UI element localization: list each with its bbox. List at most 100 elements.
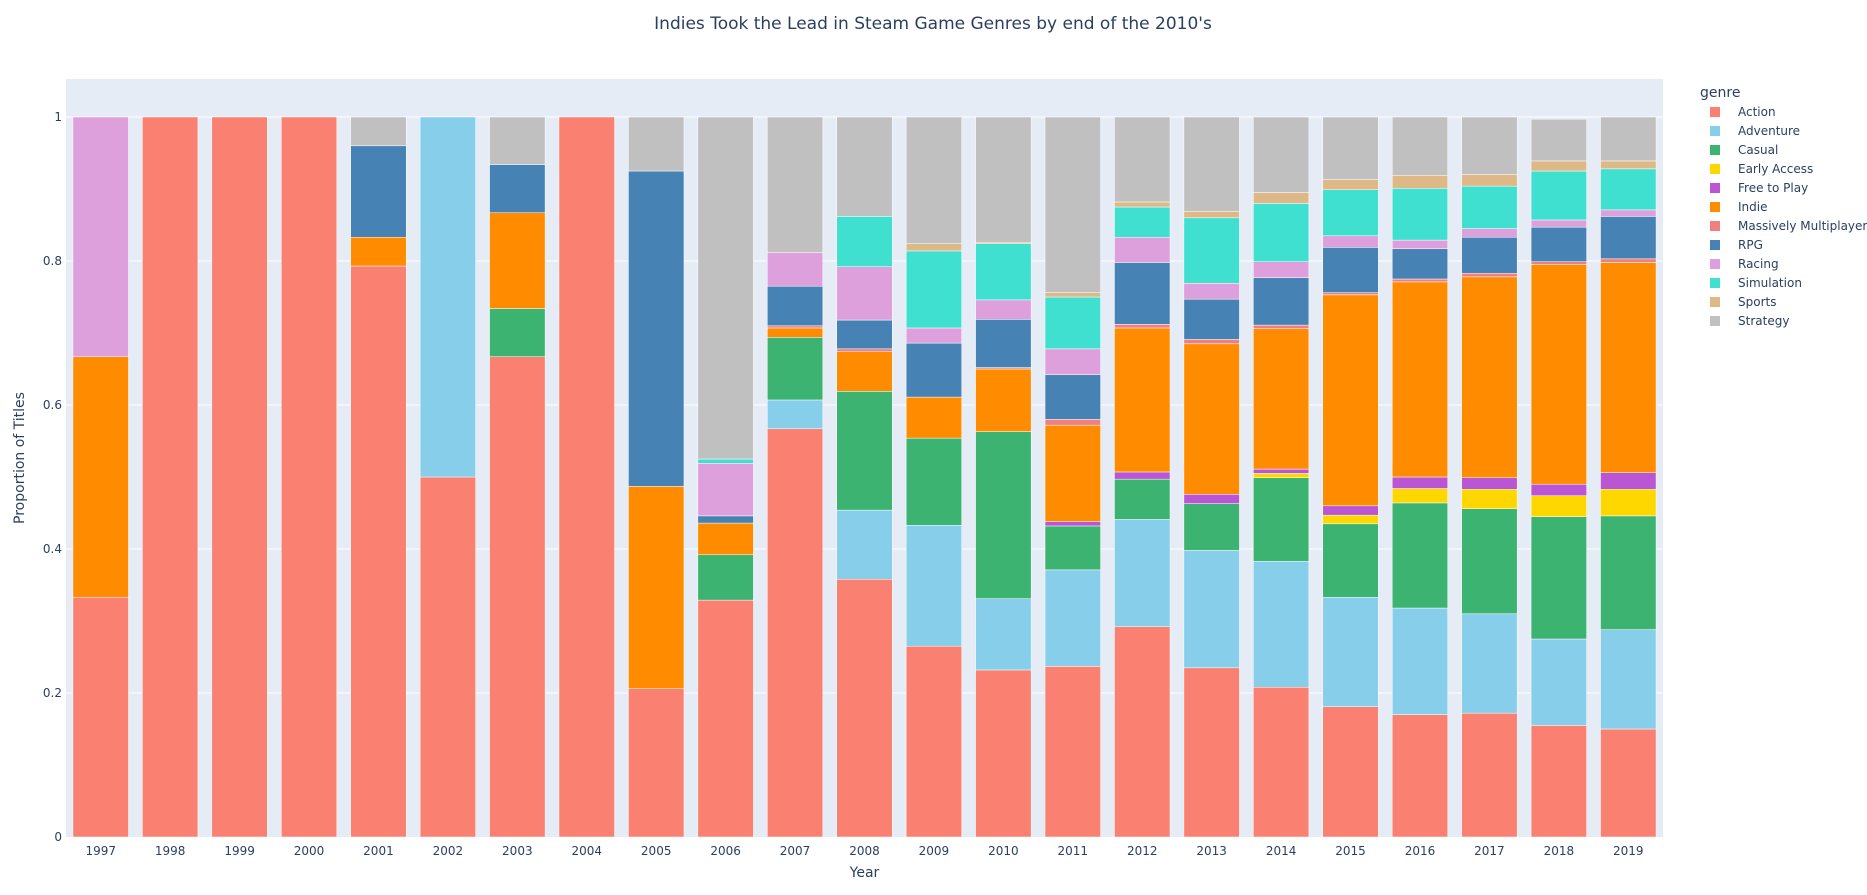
bar-action-1999[interactable] <box>211 116 268 838</box>
bar-adventure-2019[interactable] <box>1600 629 1657 730</box>
bar-casual-2011[interactable] <box>1044 525 1101 571</box>
bar-casual-2003[interactable] <box>489 308 546 358</box>
bar-rpg-2016[interactable] <box>1391 248 1449 280</box>
bar-action-2010[interactable] <box>975 669 1032 838</box>
bar-indie-2009[interactable] <box>905 396 962 439</box>
bar-massively-multiplayer-2018[interactable] <box>1530 261 1587 265</box>
bar-early-access-2018[interactable] <box>1530 495 1587 517</box>
bar-indie-2012[interactable] <box>1114 327 1171 473</box>
bar-simulation-2016[interactable] <box>1391 188 1449 241</box>
bar-strategy-2016[interactable] <box>1391 116 1449 176</box>
bar-casual-2015[interactable] <box>1322 523 1379 598</box>
bar-indie-2006[interactable] <box>697 522 754 556</box>
bar-action-2005[interactable] <box>628 688 685 838</box>
legend-item-action[interactable]: Action <box>1710 105 1776 119</box>
bar-adventure-2014[interactable] <box>1253 560 1310 688</box>
bar-casual-2012[interactable] <box>1114 478 1171 520</box>
bar-casual-2010[interactable] <box>975 431 1032 599</box>
bar-casual-2017[interactable] <box>1461 508 1518 615</box>
bar-strategy-2017[interactable] <box>1461 116 1518 175</box>
bar-indie-2018[interactable] <box>1530 264 1587 485</box>
bar-strategy-2011[interactable] <box>1044 116 1101 293</box>
bar-action-2014[interactable] <box>1253 686 1310 838</box>
bar-strategy-2009[interactable] <box>905 116 962 244</box>
bar-indie-2015[interactable] <box>1322 294 1379 507</box>
bar-strategy-2018[interactable] <box>1530 118 1587 162</box>
legend-item-early-access[interactable]: Early Access <box>1710 162 1813 176</box>
bar-massively-multiplayer-2013[interactable] <box>1183 339 1240 345</box>
bar-rpg-2013[interactable] <box>1183 298 1240 340</box>
bar-simulation-2015[interactable] <box>1322 189 1379 237</box>
bar-massively-multiplayer-2012[interactable] <box>1114 324 1171 329</box>
bar-action-2006[interactable] <box>697 599 754 838</box>
bar-rpg-2005[interactable] <box>628 170 685 487</box>
bar-free-to-play-2012[interactable] <box>1114 471 1171 480</box>
bar-rpg-2017[interactable] <box>1461 236 1518 274</box>
bar-action-2007[interactable] <box>767 428 824 838</box>
legend-item-rpg[interactable]: RPG <box>1710 238 1763 252</box>
bar-massively-multiplayer-2014[interactable] <box>1253 324 1310 329</box>
bar-adventure-2008[interactable] <box>836 509 893 580</box>
bar-massively-multiplayer-2017[interactable] <box>1461 272 1518 278</box>
bar-strategy-2006[interactable] <box>697 116 754 460</box>
bar-action-2004[interactable] <box>558 116 615 838</box>
bar-casual-2016[interactable] <box>1391 502 1449 609</box>
bar-adventure-2002[interactable] <box>419 116 476 478</box>
bar-racing-2009[interactable] <box>905 327 962 344</box>
bar-adventure-2017[interactable] <box>1461 613 1518 714</box>
bar-strategy-2001[interactable] <box>350 116 407 147</box>
bar-free-to-play-2019[interactable] <box>1600 472 1657 490</box>
bar-indie-1997[interactable] <box>72 356 129 598</box>
bar-action-1998[interactable] <box>142 116 199 838</box>
bar-indie-2011[interactable] <box>1044 424 1101 522</box>
bar-strategy-2007[interactable] <box>767 116 824 253</box>
bar-action-2008[interactable] <box>836 578 893 838</box>
legend[interactable]: genre Action Adventure Casual Early Access F… <box>1700 85 1867 328</box>
bar-racing-2013[interactable] <box>1183 283 1240 300</box>
bar-action-2015[interactable] <box>1322 706 1379 838</box>
bar-free-to-play-2018[interactable] <box>1530 483 1587 496</box>
bar-racing-2007[interactable] <box>767 252 824 287</box>
bar-action-2002[interactable] <box>419 476 476 838</box>
bar-massively-multiplayer-2015[interactable] <box>1322 292 1379 296</box>
bar-indie-2014[interactable] <box>1253 328 1310 470</box>
bar-simulation-2008[interactable] <box>836 216 893 268</box>
bar-strategy-2014[interactable] <box>1253 116 1310 193</box>
bar-strategy-2019[interactable] <box>1600 116 1657 162</box>
bar-early-access-2017[interactable] <box>1461 488 1518 509</box>
bar-strategy-2003[interactable] <box>489 116 546 165</box>
bar-free-to-play-2017[interactable] <box>1461 477 1518 490</box>
bar-sports-2015[interactable] <box>1322 179 1379 190</box>
legend-item-racing[interactable]: Racing <box>1710 257 1779 271</box>
bar-racing-2011[interactable] <box>1044 348 1101 376</box>
bar-rpg-2018[interactable] <box>1530 226 1587 262</box>
bar-free-to-play-2016[interactable] <box>1391 476 1449 489</box>
bar-sports-2012[interactable] <box>1114 201 1171 208</box>
bar-strategy-2010[interactable] <box>975 116 1032 243</box>
bar-simulation-2019[interactable] <box>1600 168 1657 211</box>
bar-rpg-2003[interactable] <box>489 164 546 214</box>
bar-early-access-2015[interactable] <box>1322 514 1379 525</box>
bar-strategy-2012[interactable] <box>1114 116 1171 203</box>
bar-early-access-2019[interactable] <box>1600 488 1657 517</box>
bar-indie-2003[interactable] <box>489 212 546 309</box>
bar-indie-2008[interactable] <box>836 351 893 392</box>
bar-adventure-2007[interactable] <box>767 399 824 430</box>
legend-item-simulation[interactable]: Simulation <box>1710 276 1802 290</box>
bar-simulation-2011[interactable] <box>1044 296 1101 350</box>
bar-casual-2019[interactable] <box>1600 515 1657 630</box>
bar-sports-2011[interactable] <box>1044 292 1101 298</box>
bar-free-to-play-2014[interactable] <box>1253 468 1310 474</box>
bar-action-2000[interactable] <box>280 116 338 838</box>
bar-early-access-2016[interactable] <box>1391 488 1449 504</box>
bar-action-2019[interactable] <box>1600 728 1657 838</box>
bar-racing-1997[interactable] <box>72 116 129 358</box>
bar-action-2009[interactable] <box>905 645 962 838</box>
bar-sports-2016[interactable] <box>1391 175 1449 189</box>
bar-rpg-2015[interactable] <box>1322 247 1379 293</box>
bar-massively-multiplayer-2007[interactable] <box>767 325 824 329</box>
bar-sports-2018[interactable] <box>1530 160 1587 172</box>
bar-action-2001[interactable] <box>350 265 407 838</box>
bar-strategy-2015[interactable] <box>1322 116 1379 180</box>
bar-simulation-2012[interactable] <box>1114 206 1171 238</box>
